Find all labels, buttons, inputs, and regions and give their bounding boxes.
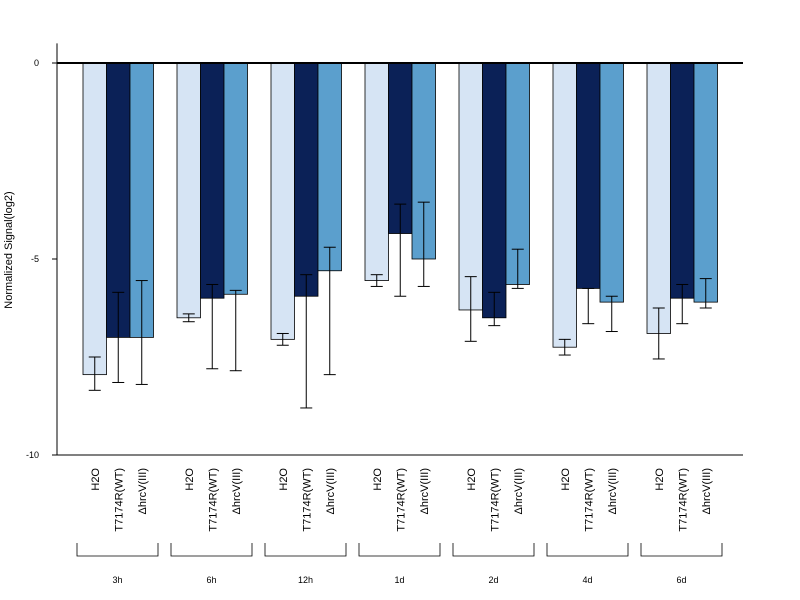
bar (458, 62, 483, 311)
bar (82, 62, 107, 376)
group-bracket (640, 543, 723, 557)
category-labels: H2O T7174R(WT) ΔhrcV(III) H2O T7174R(WT) Δhrc… (90, 468, 713, 532)
group-label: 3h (112, 575, 122, 585)
category-label: H2O (90, 468, 102, 491)
bar (646, 62, 671, 334)
bar-series (82, 62, 718, 376)
category-label: ΔhrcV(III) (701, 468, 713, 514)
bar (693, 62, 718, 303)
group-bracket (76, 543, 159, 557)
category-label: T7174R(WT) (113, 468, 125, 532)
y-tick-label: 0 (34, 58, 39, 68)
group-bracket (546, 543, 629, 557)
group-label: 12h (298, 575, 313, 585)
bar (176, 62, 201, 319)
group-label: 4d (582, 575, 592, 585)
category-label: ΔhrcV(III) (513, 468, 525, 514)
bar (670, 62, 695, 299)
category-label: ΔhrcV(III) (231, 468, 243, 514)
error-bars (88, 201, 712, 409)
bar (317, 62, 342, 272)
category-label: ΔhrcV(III) (419, 468, 431, 514)
group-bracket (452, 543, 535, 557)
group-labels: 3h 6h 12h 1d 2d 4d 6d (112, 575, 686, 585)
category-label: ΔhrcV(III) (137, 468, 149, 514)
group-label: 1d (394, 575, 404, 585)
group-label: 2d (488, 575, 498, 585)
group-label: 6d (676, 575, 686, 585)
category-label: ΔhrcV(III) (607, 468, 619, 514)
category-label: T7174R(WT) (677, 468, 689, 532)
bar (482, 62, 507, 319)
category-label: H2O (560, 468, 572, 491)
bar (223, 62, 248, 295)
group-bracket (264, 543, 347, 557)
y-tick-label: -5 (31, 254, 39, 264)
category-label: T7174R(WT) (207, 468, 219, 532)
bar (294, 62, 319, 297)
bar (270, 62, 295, 340)
y-axis-title: Normalized Signal(log2) (3, 191, 15, 308)
group-brackets (76, 543, 723, 557)
category-label: H2O (654, 468, 666, 491)
category-label: T7174R(WT) (583, 468, 595, 532)
category-label: T7174R(WT) (395, 468, 407, 532)
group-bracket (170, 543, 253, 557)
group-label: 6h (206, 575, 216, 585)
category-label: H2O (372, 468, 384, 491)
category-label: H2O (466, 468, 478, 491)
y-tick-label: -10 (26, 450, 39, 460)
category-label: T7174R(WT) (489, 468, 501, 532)
bar (552, 62, 577, 348)
category-label: H2O (184, 468, 196, 491)
bar (364, 62, 389, 281)
bar (599, 62, 624, 303)
category-label: ΔhrcV(III) (325, 468, 337, 514)
bar (576, 62, 601, 289)
group-bracket (358, 543, 441, 557)
category-label: H2O (278, 468, 290, 491)
category-label: T7174R(WT) (301, 468, 313, 532)
bar (200, 62, 225, 299)
y-axis: 0 -5 -10 (26, 43, 58, 460)
